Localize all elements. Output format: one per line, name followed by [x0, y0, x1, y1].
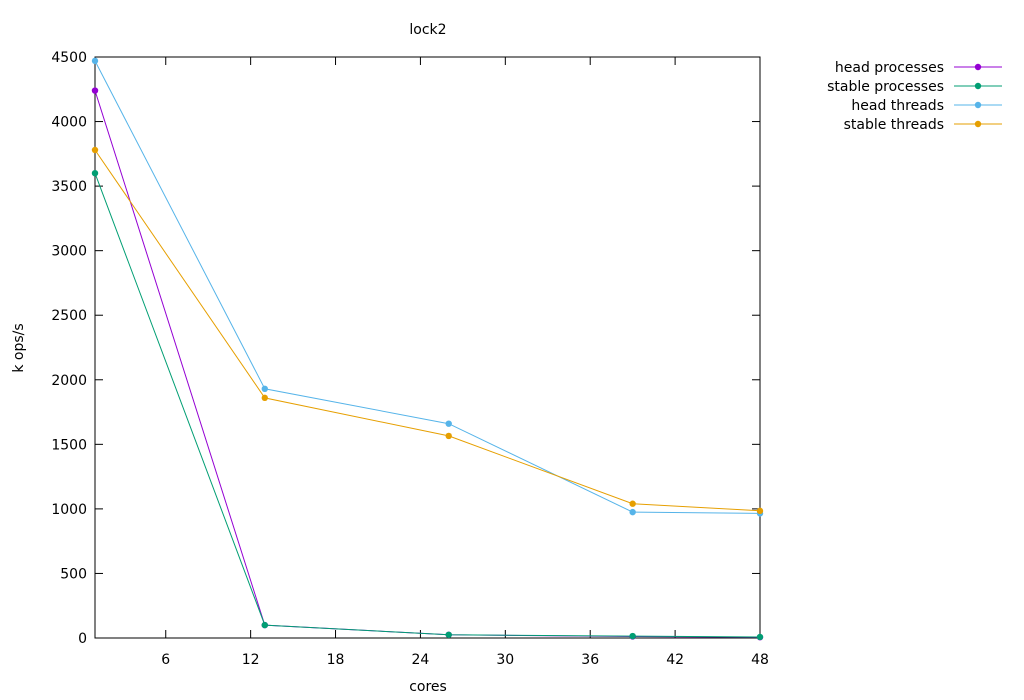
series-line — [94, 60, 761, 514]
legend: head processes stable processes head threa… — [827, 60, 1002, 133]
x-tick-label: 30 — [496, 652, 514, 668]
data-point — [261, 394, 268, 402]
x-tick-label: 24 — [412, 652, 430, 668]
series-stable-threads — [91, 146, 764, 515]
legend-marker — [974, 101, 982, 109]
data-point — [445, 420, 452, 427]
series-head-processes — [91, 87, 764, 641]
legend-marker — [974, 63, 982, 71]
data-point — [756, 633, 764, 641]
chart-title: lock2 — [409, 22, 446, 38]
data-point — [629, 508, 636, 516]
legend-marker — [974, 82, 982, 90]
y-tick-label: 2000 — [51, 373, 87, 389]
data-point — [445, 432, 452, 440]
y-tick-label: 500 — [60, 566, 87, 582]
legend-label: head processes — [835, 60, 944, 76]
legend-item: stable processes — [827, 79, 1002, 95]
legend-label: stable threads — [844, 117, 944, 133]
plot-frame — [94, 56, 761, 639]
y-tick-label: 1500 — [51, 437, 87, 453]
legend-item: head processes — [835, 60, 1002, 76]
legend-label: stable processes — [827, 79, 944, 95]
data-point — [756, 507, 764, 515]
data-point — [91, 87, 99, 94]
series-line — [94, 90, 761, 638]
y-tick-label: 4000 — [51, 115, 87, 131]
x-axis-label: cores — [409, 679, 447, 695]
x-tick-label: 6 — [161, 652, 170, 668]
x-tick-label: 42 — [666, 652, 684, 668]
series-stable-processes — [91, 170, 764, 641]
y-tick-label: 4500 — [51, 50, 87, 66]
legend-marker — [974, 120, 982, 128]
legend-item: head threads — [851, 98, 1002, 114]
data-point — [261, 385, 268, 393]
x-tick-label: 36 — [581, 652, 599, 668]
y-tick-label: 3500 — [51, 179, 87, 195]
x-tick-label: 12 — [242, 652, 260, 668]
x-tick-label: 48 — [751, 652, 769, 668]
legend-label: head threads — [851, 98, 944, 114]
data-point — [91, 57, 99, 65]
y-axis: 0 500 1000 1500 2000 2500 3000 3500 4000 4500 — [51, 50, 760, 647]
x-tick-label: 18 — [327, 652, 345, 668]
data-point — [91, 170, 99, 177]
x-axis: 6 12 18 24 30 36 42 48 — [161, 57, 769, 668]
plot-area — [91, 57, 764, 641]
series-line — [94, 149, 761, 512]
data-point — [629, 500, 636, 507]
data-point — [91, 146, 99, 154]
series-head-threads — [91, 57, 764, 517]
data-point — [261, 621, 268, 629]
y-axis-label: k ops/s — [11, 323, 27, 372]
legend-item: stable threads — [844, 117, 1002, 133]
y-tick-label: 3000 — [51, 244, 87, 260]
data-point — [629, 632, 636, 640]
y-tick-label: 0 — [78, 631, 87, 647]
y-tick-label: 2500 — [51, 308, 87, 324]
data-point — [445, 631, 452, 638]
y-tick-label: 1000 — [51, 502, 87, 518]
